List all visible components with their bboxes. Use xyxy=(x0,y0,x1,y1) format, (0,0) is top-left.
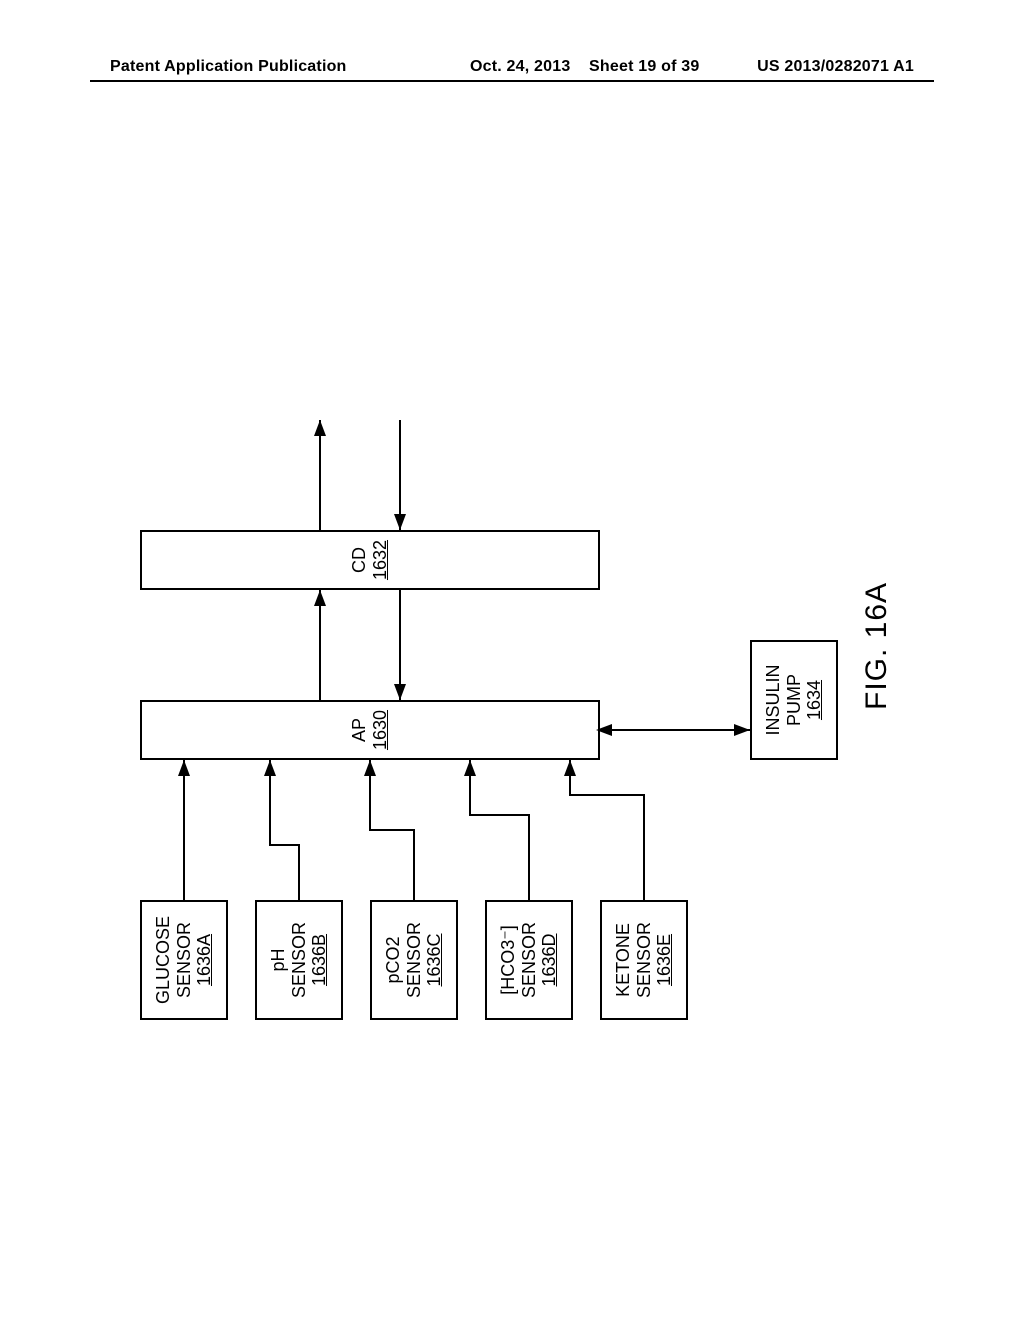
node-title: pCO2 xyxy=(383,936,404,983)
node-title: pH xyxy=(268,949,289,972)
node-insulin-pump: INSULIN PUMP 1634 xyxy=(750,640,838,760)
node-ph-sensor: pH SENSOR 1636B xyxy=(255,900,343,1020)
node-sub: SENSOR xyxy=(519,922,540,998)
page-header: Patent Application Publication Oct. 24, … xyxy=(0,58,1024,82)
node-title: INSULIN xyxy=(763,665,784,736)
node-sub: SENSOR xyxy=(404,922,425,998)
node-title: KETONE xyxy=(613,923,634,997)
node-ref: 1636B xyxy=(309,934,330,986)
node-sub: SENSOR xyxy=(289,922,310,998)
header-pubnum: US 2013/0282071 A1 xyxy=(757,58,914,76)
diagram-container: GLUCOSE SENSOR 1636A pH SENSOR 1636B pCO… xyxy=(140,320,920,1020)
header-rule xyxy=(90,80,934,82)
node-sub: SENSOR xyxy=(174,922,195,998)
node-ref: 1630 xyxy=(370,710,390,750)
node-ref: 1636C xyxy=(424,933,445,986)
header-sheet: Sheet 19 of 39 xyxy=(589,58,699,75)
node-ref: 1636E xyxy=(654,934,675,986)
node-glucose-sensor: GLUCOSE SENSOR 1636A xyxy=(140,900,228,1020)
node-sub: SENSOR xyxy=(634,922,655,998)
block-diagram: GLUCOSE SENSOR 1636A pH SENSOR 1636B pCO… xyxy=(140,320,920,1020)
figure-label: FIG. 16A xyxy=(860,582,894,710)
node-title: CD xyxy=(349,547,369,573)
node-cd: CD 1632 xyxy=(140,530,600,590)
node-sub: PUMP xyxy=(784,674,805,726)
node-ref: 1632 xyxy=(370,540,390,580)
node-pco2-sensor: pCO2 SENSOR 1636C xyxy=(370,900,458,1020)
patent-page: Patent Application Publication Oct. 24, … xyxy=(0,0,1024,1320)
header-left: Patent Application Publication xyxy=(110,58,347,76)
header-mid: Oct. 24, 2013 Sheet 19 of 39 xyxy=(470,58,699,76)
node-title: [HCO3⁻] xyxy=(498,925,519,995)
node-ref: 1634 xyxy=(804,680,825,720)
node-title: AP xyxy=(349,718,369,742)
node-title: GLUCOSE xyxy=(153,916,174,1004)
node-ap: AP 1630 xyxy=(140,700,600,760)
node-ref: 1636A xyxy=(194,934,215,986)
node-ketone-sensor: KETONE SENSOR 1636E xyxy=(600,900,688,1020)
header-date: Oct. 24, 2013 xyxy=(470,58,570,75)
node-ref: 1636D xyxy=(539,933,560,986)
node-hco3-sensor: [HCO3⁻] SENSOR 1636D xyxy=(485,900,573,1020)
